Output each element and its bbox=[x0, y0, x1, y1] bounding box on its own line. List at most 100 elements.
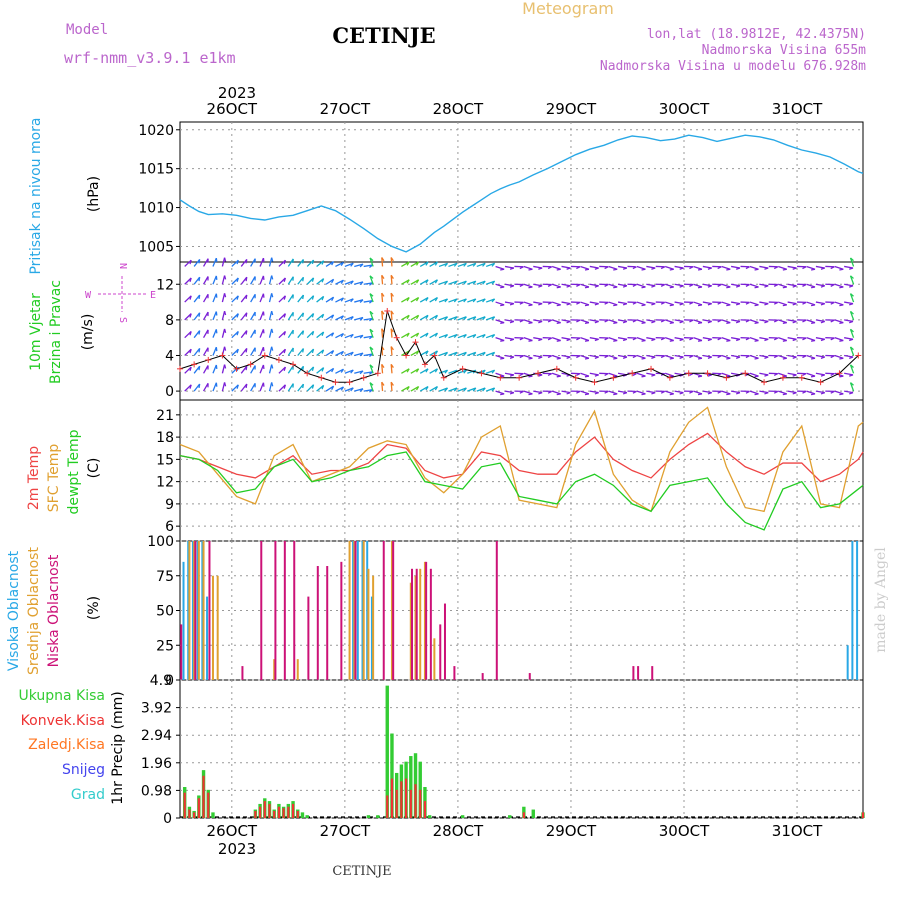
wind-arrowhead bbox=[369, 382, 374, 386]
wind-arrowhead bbox=[444, 334, 449, 339]
wind-arrow bbox=[589, 265, 599, 269]
wind-arrow bbox=[834, 390, 844, 395]
wind-arrowhead bbox=[425, 332, 429, 337]
cloud-bar bbox=[353, 541, 356, 680]
wind-arrowhead bbox=[359, 299, 364, 303]
wind-arrowhead bbox=[528, 375, 533, 378]
wind-arrowhead bbox=[717, 337, 722, 341]
wind-arrow bbox=[476, 316, 486, 321]
cloud-bar bbox=[367, 568, 370, 680]
wind-arrow bbox=[193, 383, 201, 392]
wind-arrowhead bbox=[632, 355, 637, 359]
wind-arrowhead bbox=[482, 298, 486, 303]
wind-arrowhead bbox=[556, 375, 561, 378]
wind-arrow bbox=[730, 265, 741, 269]
wind-arrowhead bbox=[773, 301, 779, 305]
wind-arrow bbox=[231, 313, 239, 321]
wind-arrowhead bbox=[689, 390, 694, 394]
cloud-bar bbox=[241, 666, 244, 680]
wind-arrowhead bbox=[491, 369, 496, 374]
cloud-bar bbox=[856, 541, 859, 680]
wind-arrowhead bbox=[726, 268, 731, 271]
wind-arrowhead bbox=[453, 351, 458, 356]
wind-arrow bbox=[268, 275, 273, 285]
wind-arrowhead bbox=[271, 275, 274, 280]
cloud-bar bbox=[370, 596, 373, 680]
y-tick-label: 18 bbox=[156, 430, 174, 446]
wind-arrow bbox=[259, 311, 265, 321]
wind-arrow bbox=[693, 283, 703, 288]
cloud-bar bbox=[182, 561, 185, 680]
wind-arrow bbox=[759, 337, 769, 340]
wind-arrowhead bbox=[849, 374, 854, 377]
wind-arrowhead bbox=[406, 386, 410, 391]
wind-arrowhead bbox=[839, 339, 844, 342]
wind-arrowhead bbox=[491, 351, 496, 356]
wind-arrow bbox=[608, 283, 618, 288]
cloud-low-label: Niska Oblacnost bbox=[46, 554, 62, 667]
wind-arrow bbox=[523, 372, 533, 377]
wind-arrow bbox=[457, 333, 467, 339]
compass-east: E bbox=[150, 290, 156, 301]
wind-arrowhead bbox=[331, 261, 335, 266]
wind-arrowhead bbox=[810, 375, 816, 378]
wind-arrow bbox=[664, 319, 674, 324]
precip-tick-labels: 0 0.98 1.96 2.94 3.92 4.9 bbox=[141, 673, 172, 827]
wind-label-2: Brzina i Pravac bbox=[48, 280, 64, 384]
wind-arrowhead bbox=[302, 383, 305, 389]
wind-arrow bbox=[636, 372, 646, 377]
wind-arrowhead bbox=[754, 393, 759, 396]
wind-arrowhead bbox=[223, 364, 227, 369]
wind-arrowhead bbox=[641, 357, 646, 360]
wind-arrowhead bbox=[434, 261, 438, 266]
y-tick-label: 4 bbox=[165, 348, 174, 364]
wind-arrow bbox=[325, 296, 334, 303]
wind-arrow bbox=[250, 276, 256, 285]
wind-arrowhead bbox=[491, 280, 496, 285]
wind-arrow bbox=[202, 365, 209, 374]
wind-arrowhead bbox=[764, 374, 769, 377]
wind-arrowhead bbox=[697, 393, 703, 396]
wind-arrow bbox=[335, 261, 344, 268]
wind-arrow bbox=[250, 258, 256, 267]
wind-arrowhead bbox=[782, 357, 787, 360]
cloud-bar bbox=[283, 541, 286, 680]
wind-arrowhead bbox=[651, 320, 656, 324]
wind-arrowhead bbox=[604, 390, 609, 394]
wind-arrow bbox=[297, 383, 304, 392]
wind-arrow bbox=[589, 319, 599, 323]
wind-arrow bbox=[844, 319, 854, 323]
wind-arrow bbox=[316, 278, 325, 285]
wind-arrowhead bbox=[444, 351, 449, 356]
wind-arrowhead bbox=[538, 338, 543, 342]
wind-arrow bbox=[844, 372, 854, 376]
wind-arrow bbox=[806, 390, 816, 395]
wind-arrowhead bbox=[632, 390, 637, 394]
wind-arrow bbox=[297, 276, 304, 285]
wind-arrowhead bbox=[594, 374, 599, 377]
wind-arrowhead bbox=[849, 356, 854, 359]
wind-arrow bbox=[448, 298, 458, 303]
wind-arrow bbox=[316, 367, 325, 374]
wind-arrowhead bbox=[566, 392, 571, 395]
wind-arrowhead bbox=[472, 280, 477, 285]
wind-arrow bbox=[297, 294, 304, 303]
wind-arrowhead bbox=[340, 297, 344, 302]
wind-arrowhead bbox=[331, 385, 335, 391]
wind-arrowhead bbox=[189, 349, 192, 354]
wind-arrowhead bbox=[236, 384, 239, 389]
cloud-bar bbox=[356, 541, 359, 680]
wind-arrow bbox=[533, 337, 543, 340]
wind-arrowhead bbox=[566, 303, 571, 306]
wind-arrowhead bbox=[745, 301, 750, 305]
wind-arrowhead bbox=[584, 393, 590, 396]
wind-arrowhead bbox=[820, 267, 825, 270]
compass-legend: N S W E bbox=[85, 263, 156, 323]
wind-arrowhead bbox=[434, 332, 438, 337]
wind-arrow bbox=[212, 329, 217, 338]
wind-arrowhead bbox=[271, 293, 274, 298]
wind-arrowhead bbox=[613, 322, 618, 325]
wind-arrowhead bbox=[820, 338, 825, 342]
precip-bar bbox=[268, 803, 271, 818]
